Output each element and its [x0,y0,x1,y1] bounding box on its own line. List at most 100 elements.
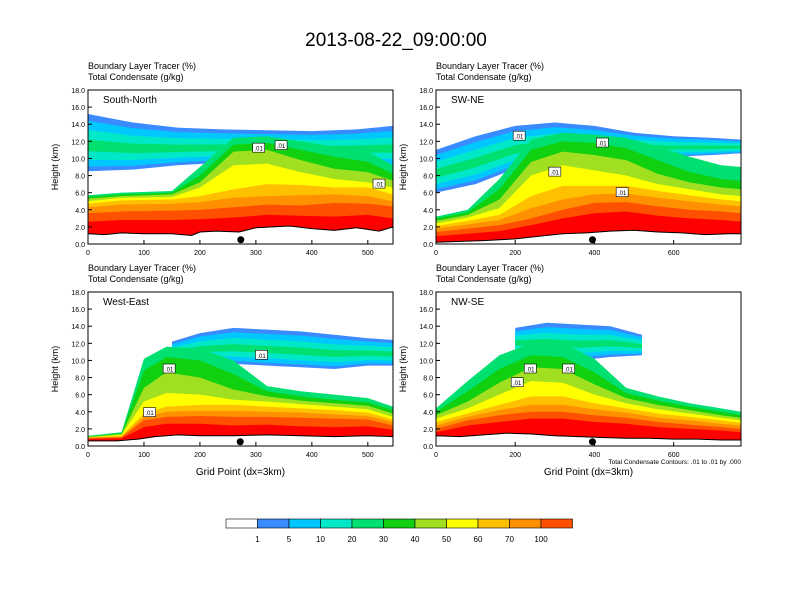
x-tick-label: 200 [509,250,521,257]
terrain-profile [436,229,741,244]
y-tick-label: 2.0 [423,427,433,434]
x-axis-label: Grid Point (dx=3km) [544,467,633,478]
y-tick-label: 14.0 [419,324,433,331]
colorbar-swatch [383,518,416,529]
contour-label: .01 [598,142,607,148]
x-tick-label: 0 [86,250,90,257]
y-tick-label: 12.0 [419,341,433,348]
plot-frame [87,89,394,245]
y-tick-label: 4.0 [75,410,85,417]
y-tick-label: 6.0 [75,393,85,400]
location-marker [236,438,244,446]
colorbar-label: 40 [411,535,420,544]
x-tick-label: 200 [509,452,521,459]
contour-label-box [274,140,288,150]
contour-label: .01 [565,368,574,374]
contour-label: .01 [618,191,627,197]
contour-label: .01 [551,171,560,177]
contour-label: .01 [375,183,384,189]
colorbar-label: 5 [287,535,292,544]
y-tick-label: 8.0 [75,174,85,181]
colorbar-label: 30 [379,535,388,544]
contour-label-box [523,363,537,374]
colorbar-swatch [288,518,321,529]
layer-title: Boundary Layer Tracer (%) [436,61,544,71]
contour-label-box [143,407,156,417]
y-axis-label: Height (km) [50,144,60,191]
x-tick-label: 500 [362,250,374,257]
colorbar: 1 5 10 20 30 40 50 60 70 100 [225,518,573,544]
layer-title: Total Condensate (g/kg) [88,274,184,284]
cloud-layer-20pct [171,344,393,358]
y-tick-label: 4.0 [423,410,433,417]
y-tick-label: 16.0 [419,105,433,112]
y-tick-label: 12.0 [419,139,433,146]
x-tick-label: 100 [138,250,150,257]
y-axis-label: Height (km) [398,144,408,191]
y-axis-label: Height (km) [398,346,408,393]
colorbar-swatch [225,518,258,529]
colorbar-swatch [509,518,542,529]
colorbar-label: 20 [348,535,357,544]
layer-title: Total Condensate (g/kg) [436,274,532,284]
contour-label: .01 [257,354,266,360]
y-tick-label: 8.0 [423,376,433,383]
chart-panel-4: Boundary Layer Tracer (%)Total Condensat… [398,263,742,478]
x-tick-label: 300 [250,250,262,257]
location-marker [237,236,245,244]
panel-label: West-East [103,297,149,308]
colorbar-label: 100 [534,535,548,544]
plot-frame [435,89,742,245]
y-tick-label: 4.0 [75,208,85,215]
contour-label-box [596,137,609,148]
layer-title: Boundary Layer Tracer (%) [88,61,196,71]
y-tick-label: 6.0 [423,191,433,198]
panel-label: NW-SE [451,297,484,308]
layer-title: Boundary Layer Tracer (%) [88,263,196,273]
y-tick-label: 12.0 [71,341,85,348]
x-tick-label: 100 [138,452,150,459]
figure-title: 2013-08-22_09:00:00 [305,30,487,51]
x-tick-label: 600 [668,452,680,459]
chart-panel-2: Boundary Layer Tracer (%)Total Condensat… [398,61,742,257]
contour-label-box [252,142,265,153]
x-tick-label: 0 [434,250,438,257]
colorbar-label: 60 [474,535,483,544]
x-tick-label: 600 [668,250,680,257]
colorbar-label: 1 [255,535,260,544]
contour-label-box [162,363,176,374]
chart-panel-3: Boundary Layer Tracer (%)Total Condensat… [50,263,394,478]
contour-note: Total Condensate Contours: .01 to .01 by… [608,459,741,466]
colorbar-swatch [446,518,479,529]
x-tick-label: 0 [86,452,90,459]
y-tick-label: 18.0 [419,88,433,95]
contour-label-box [510,377,524,387]
contour-label: .01 [277,144,286,150]
y-tick-label: 18.0 [71,88,85,95]
contour-label-box [548,166,562,177]
x-tick-label: 200 [194,452,206,459]
x-tick-label: 400 [306,250,318,257]
y-tick-label: 2.0 [75,427,85,434]
layer-title: Boundary Layer Tracer (%) [436,263,544,273]
colorbar-label: 50 [442,535,451,544]
contour-label: .01 [255,147,264,153]
panel-label: South-North [103,95,157,106]
colorbar-swatch [414,518,447,529]
terrain-profile [436,432,741,446]
contour-label-box [255,350,268,360]
colorbar-label: 10 [316,535,325,544]
contour-label-box [562,363,575,374]
y-tick-label: 18.0 [419,290,433,297]
contour-label: .01 [515,135,524,141]
y-tick-label: 16.0 [419,307,433,314]
y-tick-label: 8.0 [423,174,433,181]
y-tick-label: 10.0 [71,156,85,163]
contour-label: .01 [513,381,522,387]
y-tick-label: 10.0 [419,358,433,365]
contour-label-box [512,130,526,141]
x-tick-label: 400 [589,250,601,257]
y-tick-label: 12.0 [71,139,85,146]
plot-area: .01 .01 .01 [88,90,393,244]
